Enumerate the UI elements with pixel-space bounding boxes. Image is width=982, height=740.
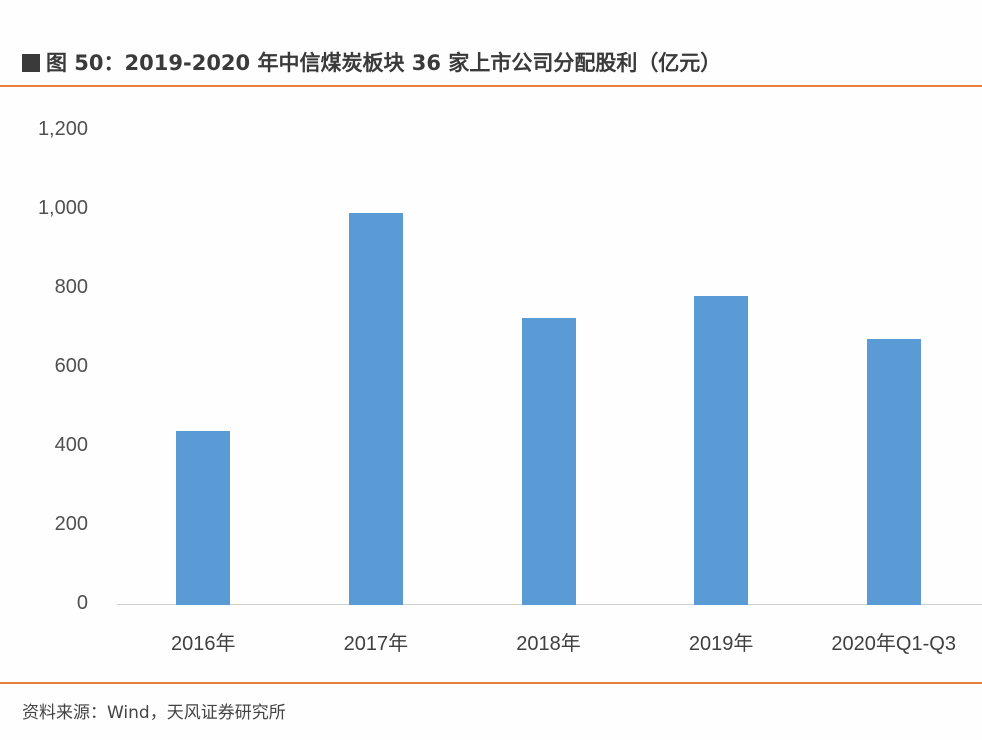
title-text: 2019-2020 年中信煤炭板块 36 家上市公司分配股利（亿元）: [124, 51, 722, 75]
x-tick-label: 2016年: [171, 633, 236, 655]
bar: [521, 317, 576, 605]
figure-icon: [22, 54, 40, 72]
figure-label: 图 50：: [46, 51, 125, 75]
y-tick-label: 0: [76, 592, 88, 614]
y-tick-label: 200: [54, 513, 88, 535]
chart-title: 图 50：2019-2020 年中信煤炭板块 36 家上市公司分配股利（亿元）: [22, 47, 721, 77]
x-tick-label: 2017年: [343, 633, 409, 655]
footer-divider: [0, 682, 982, 684]
title-divider: [0, 85, 982, 87]
bar: [348, 213, 403, 605]
x-tick-label: 2018年: [516, 633, 581, 655]
y-tick-label: 1,200: [37, 118, 88, 140]
bar: [694, 296, 749, 605]
y-tick-label: 800: [54, 276, 88, 298]
y-tick-label: 600: [54, 355, 88, 377]
source-note: 资料来源：Wind，天风证券研究所: [22, 703, 286, 723]
bar: [176, 431, 231, 605]
y-tick-label: 400: [54, 434, 88, 456]
x-tick-label: 2019年: [688, 633, 754, 655]
x-tick-label: 2020年Q1-Q3: [831, 633, 956, 655]
y-tick-label: 1,000: [37, 197, 88, 219]
bar: [866, 339, 921, 605]
